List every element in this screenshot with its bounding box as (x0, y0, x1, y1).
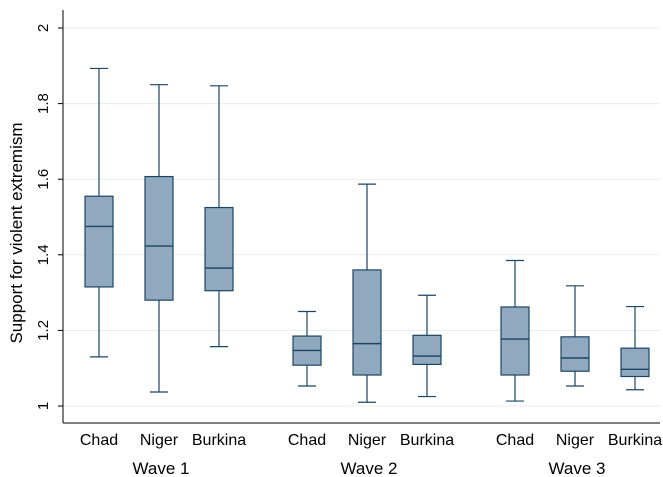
y-tick-label: 2 (35, 24, 52, 32)
box-chad-wave-2 (292, 310, 322, 387)
category-label: Niger (140, 432, 179, 449)
boxes (84, 67, 650, 403)
category-label: Chad (496, 432, 534, 449)
y-tick-label: 1.2 (35, 320, 52, 341)
box-burkina-wave-1 (204, 85, 234, 348)
box-niger-wave-1 (144, 84, 174, 393)
iqr-box (352, 269, 382, 376)
iqr-box (560, 336, 590, 372)
category-label: Niger (348, 432, 387, 449)
iqr-box (84, 195, 114, 288)
y-tick-label: 1.8 (35, 93, 52, 114)
category-label: Chad (288, 432, 326, 449)
group-label: Wave 2 (340, 459, 397, 477)
box-burkina-wave-2 (412, 294, 442, 398)
y-axis-ticks: 1 1.2 1.4 1.6 1.8 2 (35, 24, 63, 410)
box-niger-wave-2 (352, 183, 382, 403)
category-label: Burkina (608, 432, 662, 449)
box-chad-wave-1 (84, 67, 114, 358)
iqr-box (620, 347, 650, 378)
group-label: Wave 1 (132, 459, 189, 477)
category-label: Niger (556, 432, 595, 449)
category-label: Chad (80, 432, 118, 449)
box-burkina-wave-3 (620, 305, 650, 391)
category-label: Burkina (400, 432, 454, 449)
box-niger-wave-3 (560, 285, 590, 387)
iqr-box (144, 175, 174, 301)
iqr-box (204, 206, 234, 292)
y-tick-label: 1 (35, 402, 52, 410)
y-tick-label: 1.4 (35, 244, 52, 265)
box-chad-wave-3 (500, 259, 530, 402)
iqr-box (500, 306, 530, 376)
y-tick-label: 1.6 (35, 169, 52, 190)
group-label: Wave 3 (548, 459, 605, 477)
iqr-box (412, 334, 442, 366)
y-axis-title: Support for violent extremism (7, 122, 26, 343)
category-label: Burkina (192, 432, 246, 449)
